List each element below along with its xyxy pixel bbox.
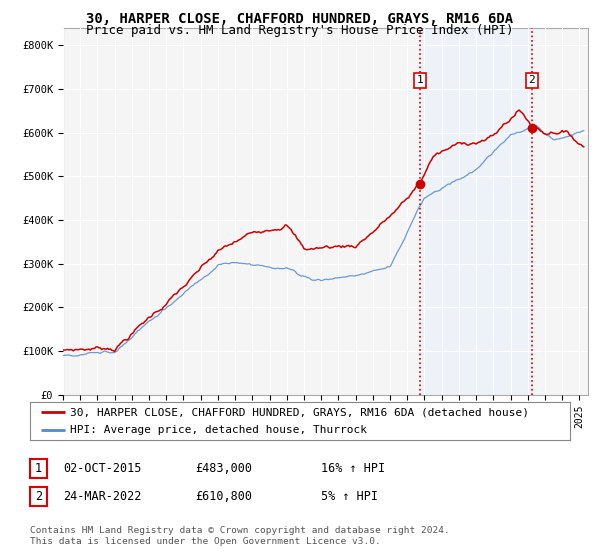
Text: £610,800: £610,800 [195,490,252,503]
Text: 1: 1 [35,462,42,475]
Text: £483,000: £483,000 [195,462,252,475]
Text: Contains HM Land Registry data © Crown copyright and database right 2024.
This d: Contains HM Land Registry data © Crown c… [30,526,450,546]
Text: 5% ↑ HPI: 5% ↑ HPI [321,490,378,503]
Text: 02-OCT-2015: 02-OCT-2015 [63,462,142,475]
Text: 30, HARPER CLOSE, CHAFFORD HUNDRED, GRAYS, RM16 6DA: 30, HARPER CLOSE, CHAFFORD HUNDRED, GRAY… [86,12,514,26]
Text: Price paid vs. HM Land Registry's House Price Index (HPI): Price paid vs. HM Land Registry's House … [86,24,514,37]
Text: 2: 2 [529,76,535,86]
Text: 24-MAR-2022: 24-MAR-2022 [63,490,142,503]
Text: 1: 1 [417,76,424,86]
Text: HPI: Average price, detached house, Thurrock: HPI: Average price, detached house, Thur… [71,425,367,435]
Bar [420,28,532,395]
Text: 2: 2 [35,490,42,503]
Text: 16% ↑ HPI: 16% ↑ HPI [321,462,385,475]
Text: 30, HARPER CLOSE, CHAFFORD HUNDRED, GRAYS, RM16 6DA (detached house): 30, HARPER CLOSE, CHAFFORD HUNDRED, GRAY… [71,407,530,417]
